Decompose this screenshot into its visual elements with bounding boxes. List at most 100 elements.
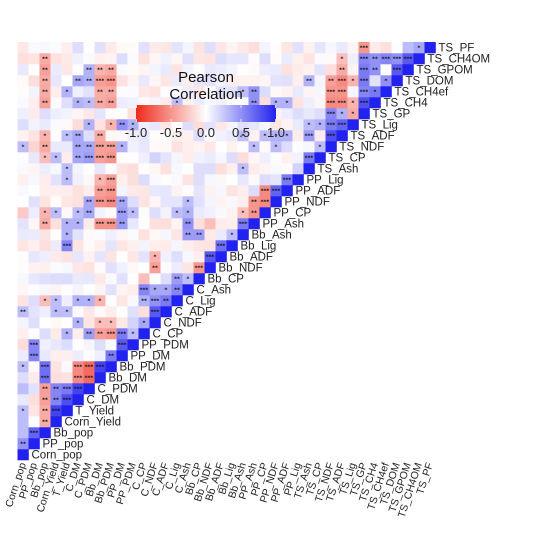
cell-pp-cp-ts-dom	[259, 75, 271, 87]
cell-bb-ash-ts-ch4om	[237, 53, 249, 65]
sig-mark-corn-yield-c-adf: *	[55, 310, 58, 316]
sig-mark-ts-gp-ts-ch4ef: ***	[360, 90, 369, 96]
sig-mark-ts-gp-ts-ch4om: ***	[360, 57, 369, 63]
cell-ts-cp-ts-ch4ef	[314, 86, 326, 98]
cell-corn-pop-t-yield	[17, 405, 29, 417]
cell-bb-ndf-ts-ch4	[204, 97, 216, 109]
cell-corn-yield-bb-cp	[50, 273, 62, 285]
row-label-ts-adf: TS_ADF	[351, 131, 395, 143]
cell-corn-pop-pp-ash	[17, 218, 29, 230]
sig-mark-c-dm-c-ndf: *	[77, 321, 80, 327]
cell-bb-adf-ts-ch4	[215, 97, 227, 109]
cell-corn-yield-pp-dm	[50, 350, 62, 362]
cell-bb-ash-bb-ash	[237, 229, 249, 241]
sig-mark-bb-pdm-ts-ch4ef: **	[108, 90, 114, 96]
cell-bb-dm-bb-dm	[94, 372, 106, 384]
sig-mark-corn-pop-c-adf: **	[20, 310, 26, 316]
cell-c-dm-pp-lig	[72, 174, 84, 186]
sig-mark-bb-pop-c-lig: *	[44, 299, 47, 305]
cell-c-adf-bb-cp	[160, 273, 172, 285]
cell-c-ndf-pp-adf	[149, 185, 161, 197]
cell-pp-pop-pp-lig	[28, 174, 40, 186]
cell-corn-pop-bb-ash	[17, 229, 29, 241]
cell-bb-dm-ts-gp	[94, 108, 106, 120]
cell-bb-cp-pp-adf	[193, 185, 205, 197]
cell-pp-pop-pp-ash	[28, 218, 40, 230]
cell-bb-pop-pp-lig	[39, 174, 51, 186]
cell-c-ash-ts-ch4om	[182, 53, 194, 65]
cell-pp-ndf-ts-cp	[270, 152, 282, 164]
cell-t-yield-ts-ch4	[61, 97, 73, 109]
cell-pp-lig-ts-ash	[292, 163, 304, 175]
cell-c-dm-ts-ndf	[72, 141, 84, 153]
cell-corn-yield-pp-lig	[50, 174, 62, 186]
cell-c-pdm-c-pdm	[83, 383, 95, 395]
cell-c-adf-ts-ch4	[160, 97, 172, 109]
sig-mark-ts-ch4-ts-ch4ef: *	[374, 90, 377, 96]
cell-t-yield-c-ash	[61, 284, 73, 296]
cell-bb-pdm-c-cp	[105, 328, 117, 340]
cell-c-pdm-ts-gp	[83, 108, 95, 120]
sig-mark-c-pdm-c-lig: *	[88, 299, 91, 305]
cell-bb-adf-pp-cp	[215, 207, 227, 219]
cell-bb-adf-pp-adf	[215, 185, 227, 197]
sig-mark-bb-pop-ts-ch4ef: **	[42, 90, 48, 96]
cell-bb-cp-ts-dom	[193, 75, 205, 87]
cell-c-lig-ts-dom	[171, 75, 183, 87]
sig-mark-ts-ch4-ts-ch4om: **	[372, 57, 378, 63]
cell-bb-adf-ts-lig	[215, 119, 227, 131]
sig-mark-ts-adf-ts-dom: ***	[338, 79, 347, 85]
cell-pp-ndf-pp-ndf	[270, 196, 282, 208]
cell-ts-ch4-ts-pf	[369, 42, 381, 54]
cell-pp-adf-ts-ch4ef	[281, 86, 293, 98]
cell-pp-dm-ts-ndf	[116, 141, 128, 153]
cell-pp-lig-pp-lig	[292, 174, 304, 186]
cell-bb-cp-ts-cp	[193, 152, 205, 164]
sig-mark-pp-adf-ts-adf: *	[286, 134, 289, 140]
sig-mark-bb-pop-ts-cp: *	[44, 156, 47, 162]
cell-c-lig-pp-ndf	[171, 196, 183, 208]
cell-bb-pop-c-dm	[39, 394, 51, 406]
cell-pp-ash-pp-lig	[248, 174, 260, 186]
cell-pp-pop-ts-gp	[28, 108, 40, 120]
cell-ts-ndf-ts-gp	[325, 108, 337, 120]
sig-mark-c-dm-pp-ash: *	[77, 222, 80, 228]
cell-c-adf-pp-adf	[160, 185, 172, 197]
cell-c-adf-pp-ash	[160, 218, 172, 230]
cell-c-ash-ts-cp	[182, 152, 194, 164]
cell-pp-pop-ts-dom	[28, 75, 40, 87]
cell-pp-dm-bb-lig	[116, 240, 128, 252]
row-label-c-ash: C_Ash	[197, 285, 232, 297]
cell-ts-ash-ts-ndf	[303, 141, 315, 153]
cell-bb-pop-ts-gpom	[39, 64, 51, 76]
sig-mark-bb-ash-ts-ch4ef: *	[242, 90, 245, 96]
cell-bb-ndf-ts-gpom	[204, 64, 216, 76]
cell-bb-lig-pp-cp	[226, 207, 238, 219]
cell-ts-lig-ts-gpom	[347, 64, 359, 76]
sig-mark-bb-dm-c-ndf: *	[99, 321, 102, 327]
sig-mark-ts-ndf-ts-adf: ***	[327, 134, 336, 140]
cell-c-ndf-ts-ndf	[149, 141, 161, 153]
cell-corn-yield-ts-pf	[50, 42, 62, 54]
cell-bb-cp-pp-ash	[193, 218, 205, 230]
cell-corn-pop-ts-lig	[17, 119, 29, 131]
cell-ts-gp-ts-ch4om	[358, 53, 370, 65]
cell-pp-ndf-ts-ndf	[270, 141, 282, 153]
cell-bb-dm-pp-ndf	[94, 196, 106, 208]
sig-mark-ts-ash-ts-cp: ***	[305, 156, 314, 162]
sig-mark-bb-dm-bb-pdm: ***	[96, 365, 105, 371]
cell-bb-ash-ts-ndf	[237, 141, 249, 153]
cell-bb-pdm-pp-lig	[105, 174, 117, 186]
cell-c-pdm-ts-dom	[83, 75, 95, 87]
cell-c-adf-pp-ndf	[160, 196, 172, 208]
cell-bb-pdm-c-ash	[105, 284, 117, 296]
cell-pp-pdm-pp-cp	[127, 207, 139, 219]
cell-bb-adf-pp-ash	[215, 218, 227, 230]
cell-pp-pdm-ts-ch4om	[127, 53, 139, 65]
cell-bb-dm-bb-pdm	[94, 361, 106, 373]
cell-c-adf-bb-adf	[160, 251, 172, 263]
cell-pp-pop-c-cp	[28, 328, 40, 340]
cell-bb-dm-pp-dm	[94, 350, 106, 362]
cell-c-adf-ts-ch4om	[160, 53, 172, 65]
cell-pp-dm-ts-ch4	[116, 97, 128, 109]
